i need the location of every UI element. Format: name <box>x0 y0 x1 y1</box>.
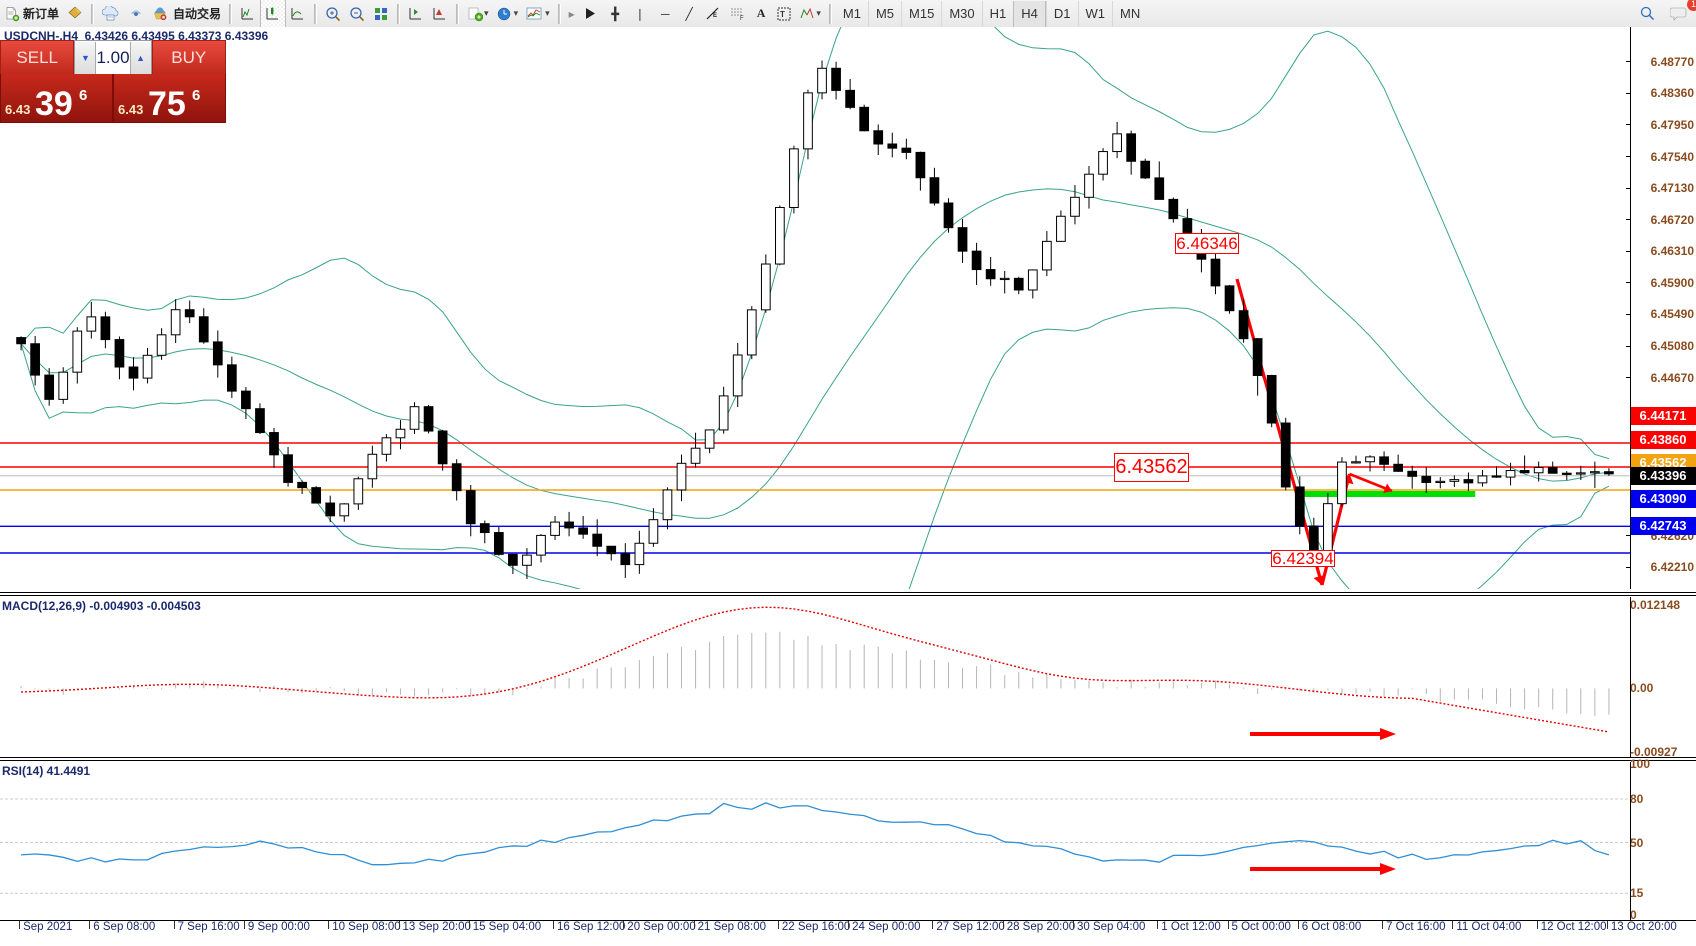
svg-text:T: T <box>780 10 785 19</box>
svg-text:F: F <box>740 16 744 22</box>
svg-text:E: E <box>713 13 717 19</box>
